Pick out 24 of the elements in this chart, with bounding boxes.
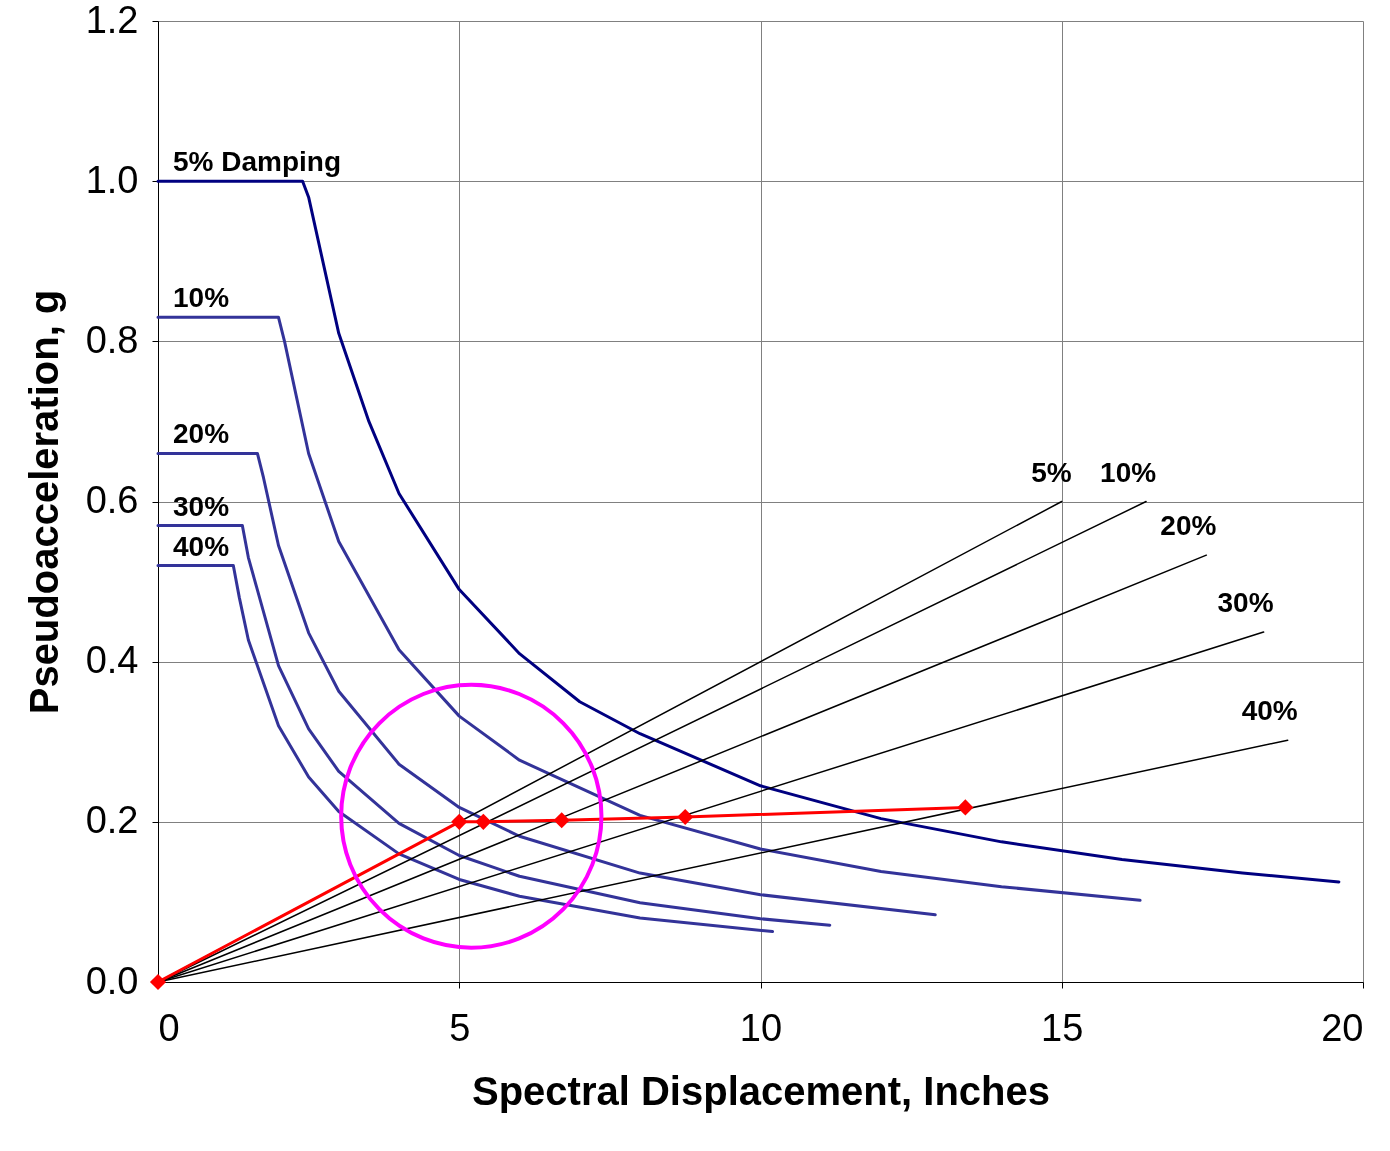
y-tick-label: 0.6 [85, 479, 139, 521]
x-tick-label: 20 [1321, 1006, 1364, 1049]
y-tick-label: 0.2 [85, 799, 139, 842]
x-tick-label: 5 [449, 1006, 471, 1049]
y-tick-label: 0.0 [85, 959, 139, 1002]
series-label: 40% [1241, 695, 1298, 727]
x-tick-label: 0 [158, 1006, 180, 1049]
series-label: 10% [173, 282, 230, 314]
x-axis-title: Spectral Displacement, Inches [471, 1068, 1051, 1113]
series-label: 5% Damping [173, 146, 342, 178]
series-label: 40% [173, 530, 230, 562]
y-tick-label: 0.8 [85, 318, 139, 361]
y-tick-label: 1.2 [85, 0, 139, 41]
y-tick-label: 0.4 [85, 639, 139, 682]
x-tick-label: 15 [1041, 1006, 1084, 1049]
series-label: 20% [173, 418, 230, 450]
series-label: 30% [1217, 587, 1274, 619]
x-tick-label: 10 [739, 1006, 783, 1049]
series-label: 10% [1100, 456, 1157, 488]
series-label: 5% [1031, 456, 1072, 488]
y-axis-title: Pseudoacceleration, g [21, 289, 66, 715]
y-tick-label: 1.0 [85, 158, 139, 201]
series-label: 20% [1160, 510, 1217, 542]
series-label: 30% [173, 490, 230, 522]
